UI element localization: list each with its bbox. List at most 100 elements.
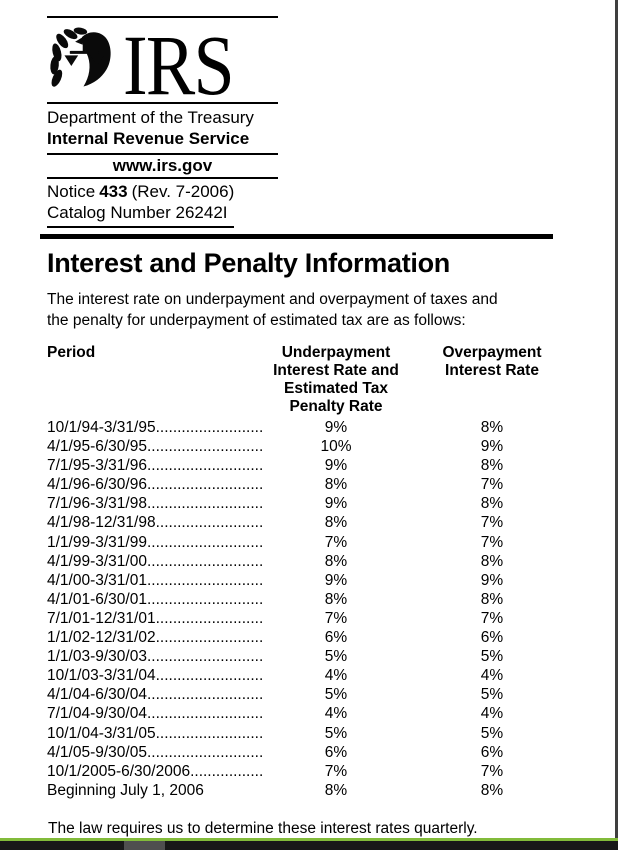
overpayment-rate-cell: 6% <box>480 743 504 761</box>
underpayment-rate-cell: 7% <box>324 762 348 780</box>
overpayment-rate-cell: 7% <box>480 533 504 551</box>
dot-leader: ........................................… <box>146 648 264 666</box>
period-cell: 10/1/04-3/31/05.........................… <box>47 724 272 743</box>
dot-leader: ........................................… <box>155 609 264 627</box>
dot-leader: ........................................… <box>190 762 264 780</box>
irs-wordmark: IRS <box>123 17 235 113</box>
overpayment-rate-cell: 9% <box>480 438 504 456</box>
period-cell: 4/1/99-3/31/00..........................… <box>47 552 272 571</box>
window-bottom-accent-line <box>0 838 618 841</box>
overpayment-rate-cell: 5% <box>480 648 504 666</box>
rate-row: 7/1/01-12/31/01.........................… <box>47 609 618 628</box>
overpayment-rate-cell: 7% <box>480 514 504 532</box>
dot-leader: ........................................… <box>146 438 264 456</box>
underpayment-rate-cell: 4% <box>324 705 348 723</box>
underpayment-rate-cell: 8% <box>324 514 348 532</box>
rate-row: 1/1/03-9/30/03..........................… <box>47 647 618 666</box>
overpayment-rate-cell: 8% <box>480 495 504 513</box>
underpayment-rate-cell: 7% <box>324 609 348 627</box>
period-text: 4/1/04-6/30/04 <box>47 686 147 704</box>
intro-line-2: the penalty for underpayment of estimate… <box>47 311 466 329</box>
underpayment-rate-cell: 8% <box>324 781 348 799</box>
irs-logo: IRS <box>47 17 278 113</box>
rate-row: 4/1/99-3/31/00..........................… <box>47 552 618 571</box>
dot-leader: ........................................… <box>155 419 264 436</box>
overpayment-rate-cell: 7% <box>480 609 504 627</box>
horizontal-scrollbar-track[interactable] <box>0 841 618 850</box>
dot-leader: ........................................… <box>146 476 264 494</box>
dot-leader: ........................................… <box>146 705 264 723</box>
period-cell: 7/1/01-12/31/01.........................… <box>47 609 272 628</box>
dot-leader: ........................................… <box>155 724 264 742</box>
underpayment-rate-cell: 9% <box>324 495 348 513</box>
underpayment-rate-cell: 7% <box>324 533 348 551</box>
overpayment-rate-cell: 5% <box>480 686 504 704</box>
rate-row: 4/1/01-6/30/01..........................… <box>47 590 618 609</box>
period-text: 1/1/03-9/30/03 <box>47 648 147 666</box>
page-title: Interest and Penalty Information <box>47 248 450 278</box>
period-text: 4/1/98-12/31/98 <box>47 514 156 532</box>
underpayment-rate-cell: 8% <box>324 476 348 494</box>
rate-row: 1/1/99-3/31/99..........................… <box>47 533 618 552</box>
overpayment-rate-cell: 7% <box>480 762 504 780</box>
underpayment-rate-cell: 5% <box>324 648 348 666</box>
rate-row: 10/1/03-3/31/04.........................… <box>47 666 618 685</box>
underpayment-column-header: Underpayment Interest Rate and Estimated… <box>273 344 399 415</box>
overpayment-rate-cell: 4% <box>480 667 504 685</box>
period-text: 7/1/04-9/30/04 <box>47 705 147 723</box>
period-cell: 7/1/96-3/31/98..........................… <box>47 494 272 513</box>
letterhead-rule-3 <box>47 177 278 179</box>
period-text: 10/1/04-3/31/05 <box>47 724 156 742</box>
period-text: 4/1/00-3/31/01 <box>47 571 147 589</box>
rate-row: 7/1/95-3/31/96..........................… <box>47 456 618 475</box>
period-cell: 4/1/01-6/30/01..........................… <box>47 590 272 609</box>
period-cell: 10/1/2005-6/30/2006.....................… <box>47 762 272 781</box>
overpayment-column-header: Overpayment Interest Rate <box>442 344 542 379</box>
department-line: Department of the Treasury <box>47 108 254 127</box>
period-cell: 7/1/04-9/30/04..........................… <box>47 704 272 723</box>
rate-table-rows: 10/1/94-3/31/95.........................… <box>47 418 618 800</box>
period-cell: 4/1/98-12/31/98.........................… <box>47 513 272 532</box>
period-cell: 1/1/99-3/31/99..........................… <box>47 533 272 552</box>
period-text: 7/1/01-12/31/01 <box>47 609 156 627</box>
rate-row: 4/1/05-9/30/05..........................… <box>47 743 618 762</box>
dot-leader: ........................................… <box>146 552 264 570</box>
period-cell: 1/1/03-9/30/03..........................… <box>47 647 272 666</box>
dot-leader: ........................................… <box>146 533 264 551</box>
catalog-number-line: Catalog Number 26242I <box>47 203 228 222</box>
letterhead-rule-1 <box>47 102 278 104</box>
dot-leader: ........................................… <box>155 629 264 647</box>
period-text: 7/1/96-3/31/98 <box>47 495 147 513</box>
overpayment-rate-cell: 5% <box>480 724 504 742</box>
letterhead: IRS Department of the Treasury Internal … <box>47 16 278 228</box>
overpayment-rate-cell: 8% <box>480 590 504 608</box>
rate-row: 7/1/04-9/30/04..........................… <box>47 704 618 723</box>
dot-leader: ........................................… <box>146 743 264 761</box>
dot-leader: ........................................… <box>146 457 264 475</box>
rate-row: 4/1/98-12/31/98.........................… <box>47 513 618 532</box>
notice-revision: (Rev. 7-2006) <box>131 182 235 201</box>
letterhead-bottom-rule <box>47 226 234 228</box>
period-text: 10/1/2005-6/30/2006 <box>47 762 191 780</box>
notice-number: 433 <box>99 182 128 201</box>
notice-label: Notice <box>47 182 96 201</box>
letterhead-rule-2 <box>47 153 278 155</box>
period-cell: 4/1/04-6/30/04..........................… <box>47 685 272 704</box>
dot-leader: ........................................… <box>155 667 264 685</box>
rate-row: 7/1/96-3/31/98..........................… <box>47 494 618 513</box>
underpayment-rate-cell: 8% <box>324 590 348 608</box>
period-cell: 4/1/05-9/30/05..........................… <box>47 743 272 762</box>
period-text: 10/1/94-3/31/95 <box>47 419 156 436</box>
dot-leader: ........................................… <box>146 571 264 589</box>
underpayment-rate-cell: 4% <box>324 667 348 685</box>
notice-line: Notice 433 (Rev. 7-2006) <box>47 181 278 202</box>
underpayment-rate-cell: 6% <box>324 629 348 647</box>
period-cell: Beginning July 1, 2006 <box>47 781 272 800</box>
underpayment-rate-cell: 5% <box>324 686 348 704</box>
underpayment-rate-cell: 6% <box>324 743 348 761</box>
rate-row: 4/1/95-6/30/95..........................… <box>47 437 618 456</box>
horizontal-scrollbar-thumb[interactable] <box>124 841 165 850</box>
rate-row: 1/1/02-12/31/02.........................… <box>47 628 618 647</box>
overpayment-rate-cell: 9% <box>480 571 504 589</box>
footer-note: The law requires us to determine these i… <box>48 819 478 837</box>
